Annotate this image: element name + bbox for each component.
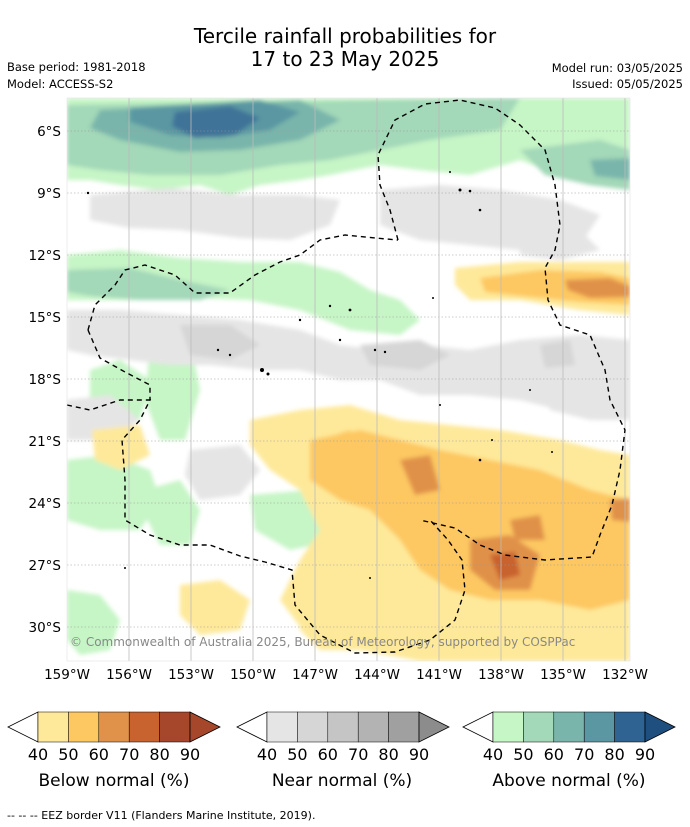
colorbar-tick-label: 40 bbox=[28, 745, 48, 764]
lon-tick: 150°W bbox=[230, 667, 276, 683]
colorbar-tick-label: 80 bbox=[604, 745, 624, 764]
lat-tick: 6°S bbox=[37, 124, 61, 140]
lon-tick: 135°W bbox=[540, 667, 586, 683]
colorbar-tick-label: 40 bbox=[257, 745, 277, 764]
colorbar-near-label: Near normal (%) bbox=[271, 771, 413, 791]
colorbar-above-label: Above normal (%) bbox=[492, 771, 646, 791]
colorbar-tick-label: 90 bbox=[635, 745, 655, 764]
colorbar-left-extension bbox=[462, 711, 494, 743]
colorbar-segment bbox=[357, 711, 389, 743]
colorbar-tick-label: 50 bbox=[287, 745, 307, 764]
colorbar-left-extension bbox=[236, 711, 268, 743]
lon-tick: 153°W bbox=[168, 667, 214, 683]
colorbar-near-normal: 40 50 60 70 80 90 bbox=[236, 711, 450, 764]
lon-tick: 138°W bbox=[478, 667, 524, 683]
colorbar-segment bbox=[614, 711, 646, 743]
probability-shading bbox=[67, 98, 630, 661]
colorbar-tick-label: 50 bbox=[58, 745, 78, 764]
colorbar-segment bbox=[523, 711, 555, 743]
probability-map: 6°S 9°S 12°S 15°S 18°S 21°S 24°S 27°S 30… bbox=[29, 97, 648, 683]
colorbar-segment bbox=[327, 711, 359, 743]
colorbar-right-extension bbox=[418, 711, 450, 743]
colorbar-segment bbox=[159, 711, 191, 743]
map-gridlines bbox=[67, 130, 630, 628]
colorbar-segment bbox=[583, 711, 615, 743]
colorbar-segment bbox=[553, 711, 585, 743]
lat-tick: 30°S bbox=[29, 620, 62, 636]
eez-borders bbox=[66, 99, 626, 654]
colorbar-right-extension bbox=[189, 711, 221, 743]
lon-tick: 141°W bbox=[416, 667, 462, 683]
lat-tick: 15°S bbox=[29, 310, 62, 326]
colorbar-segment bbox=[297, 711, 329, 743]
colorbar-segment bbox=[37, 711, 69, 743]
colorbar-right-extension bbox=[644, 711, 676, 743]
colorbar-left-extension bbox=[7, 711, 39, 743]
lon-tick: 156°W bbox=[106, 667, 152, 683]
lon-tick: 159°W bbox=[44, 667, 90, 683]
lat-tick: 18°S bbox=[29, 372, 62, 388]
lon-tick: 132°W bbox=[602, 667, 648, 683]
model-text: Model: ACCESS-S2 bbox=[7, 77, 114, 91]
colorbar-tick-label: 90 bbox=[409, 745, 429, 764]
copyright-text: © Commonwealth of Australia 2025, Bureau… bbox=[70, 635, 575, 649]
eez-footer-note: -- -- -- EEZ border V11 (Flanders Marine… bbox=[7, 809, 316, 822]
colorbar-below-label: Below normal (%) bbox=[38, 771, 190, 791]
colorbar-tick-label: 70 bbox=[119, 745, 139, 764]
colorbar-tick-label: 80 bbox=[149, 745, 169, 764]
colorbar-tick-label: 70 bbox=[348, 745, 368, 764]
lon-tick: 144°W bbox=[354, 667, 400, 683]
issued-text: Issued: 05/05/2025 bbox=[572, 77, 683, 91]
colorbar-above-normal: 40 50 60 70 80 90 bbox=[462, 711, 676, 764]
colorbar-tick-label: 90 bbox=[180, 745, 200, 764]
map-meridians bbox=[128, 98, 626, 661]
lat-tick: 12°S bbox=[29, 248, 62, 264]
base-period-text: Base period: 1981-2018 bbox=[7, 60, 146, 74]
colorbar-tick-label: 40 bbox=[483, 745, 503, 764]
colorbar-below-normal: 40 50 60 70 80 90 bbox=[7, 711, 221, 764]
colorbar-segment bbox=[266, 711, 298, 743]
map-title-line2: 17 to 23 May 2025 bbox=[250, 47, 440, 71]
colorbar-segment bbox=[68, 711, 100, 743]
colorbar-tick-label: 70 bbox=[574, 745, 594, 764]
lat-tick: 9°S bbox=[37, 186, 61, 202]
longitude-axis: 159°W 156°W 153°W 150°W 147°W 144°W 141°… bbox=[44, 667, 648, 683]
colorbar-tick-label: 50 bbox=[513, 745, 533, 764]
colorbar-tick-label: 80 bbox=[378, 745, 398, 764]
map-title-line1: Tercile rainfall probabilities for bbox=[193, 24, 497, 48]
island-markers bbox=[86, 171, 553, 579]
colorbar-tick-label: 60 bbox=[318, 745, 338, 764]
lat-tick: 24°S bbox=[29, 496, 62, 512]
model-run-text: Model run: 03/05/2025 bbox=[551, 61, 683, 75]
colorbar-segment bbox=[388, 711, 420, 743]
colorbar-segment bbox=[128, 711, 160, 743]
map-frame bbox=[66, 97, 631, 662]
colorbar-tick-label: 60 bbox=[89, 745, 109, 764]
colorbar-segment bbox=[98, 711, 130, 743]
colorbar-segment bbox=[492, 711, 524, 743]
latitude-axis: 6°S 9°S 12°S 15°S 18°S 21°S 24°S 27°S 30… bbox=[29, 124, 62, 636]
lat-tick: 21°S bbox=[29, 434, 62, 450]
colorbar-tick-label: 60 bbox=[544, 745, 564, 764]
colorbars: 40 50 60 70 80 90 40 50 60 70 80 90 40 50 60 70 80 90 bbox=[7, 711, 676, 764]
lat-tick: 27°S bbox=[29, 558, 62, 574]
lon-tick: 147°W bbox=[292, 667, 338, 683]
